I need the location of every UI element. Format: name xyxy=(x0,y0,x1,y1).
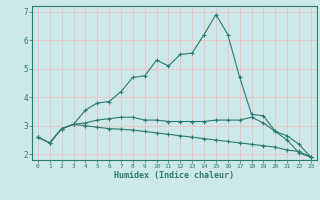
X-axis label: Humidex (Indice chaleur): Humidex (Indice chaleur) xyxy=(115,171,234,180)
